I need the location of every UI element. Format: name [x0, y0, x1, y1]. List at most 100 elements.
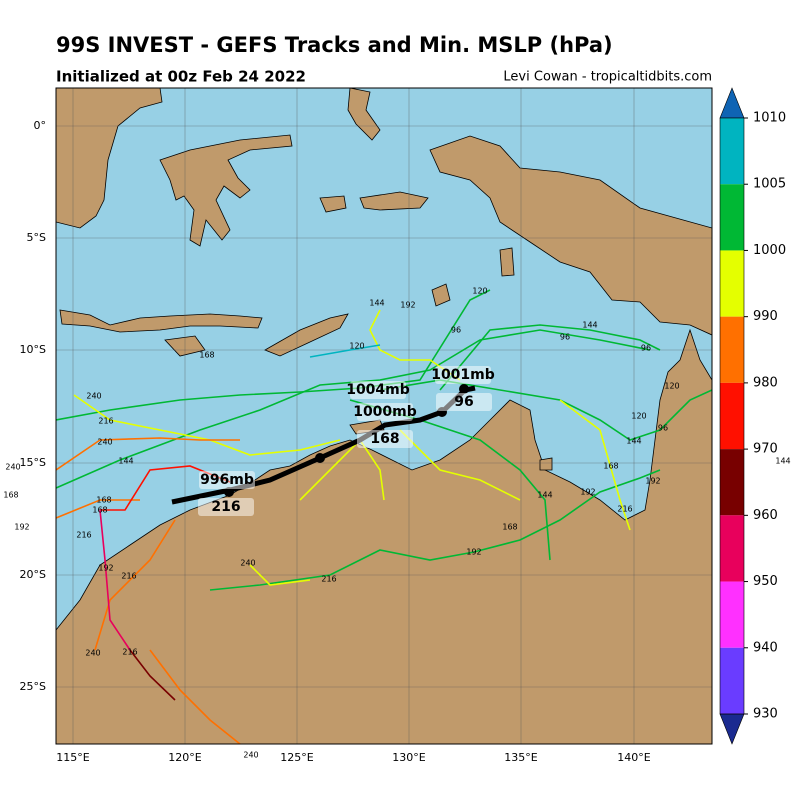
annotation: 1000mb — [353, 404, 417, 420]
lon-label: 125°E — [280, 751, 313, 764]
timor — [264, 313, 349, 357]
hour-label: 240 — [240, 559, 255, 568]
colorbar-label: 950 — [753, 574, 778, 589]
hour-label: 216 — [122, 648, 137, 657]
colorbar-segment — [720, 449, 744, 516]
colorbar-cap — [719, 87, 745, 119]
hour-label: 192 — [98, 564, 113, 573]
annotation: 996mb — [200, 472, 254, 488]
annotation: 168 — [370, 431, 399, 447]
colorbar-segment — [720, 647, 744, 714]
annotation: 1004mb — [346, 382, 410, 398]
track — [309, 344, 381, 358]
lon-label: 140°E — [617, 751, 650, 764]
track — [56, 289, 491, 421]
track — [149, 649, 241, 744]
hour-label: 144 — [582, 321, 597, 330]
annotation-bg — [199, 471, 255, 489]
track — [56, 437, 240, 471]
hour-label: 168 — [199, 351, 214, 360]
hour-label: 216 — [321, 575, 336, 584]
lon-label: 120°E — [168, 751, 201, 764]
hour-label: 168 — [3, 491, 18, 500]
groote — [539, 457, 553, 471]
lat-label: 15°S — [20, 456, 46, 469]
australia — [56, 328, 712, 744]
hour-label: 144 — [118, 457, 133, 466]
colorbar-label: 960 — [753, 508, 778, 523]
halmahera — [347, 88, 381, 141]
hour-label: 240 — [97, 438, 112, 447]
lat-label: 5°S — [27, 231, 46, 244]
lon-label: 115°E — [56, 751, 89, 764]
hour-label: 96 — [658, 424, 668, 433]
hour-label: 192 — [580, 488, 595, 497]
lat-label: 10°S — [20, 343, 46, 356]
hour-label: 168 — [603, 462, 618, 471]
sulawesi — [159, 134, 293, 247]
track-point — [224, 487, 234, 497]
hour-label: 96 — [641, 344, 651, 353]
lon-label: 130°E — [392, 751, 425, 764]
aru-tanimbar — [431, 247, 515, 307]
colorbar-label: 940 — [753, 640, 778, 655]
hour-label: 144 — [626, 437, 641, 446]
track-point — [459, 384, 469, 394]
colorbar-segment — [720, 184, 744, 251]
colorbar-label: 990 — [753, 309, 778, 324]
colorbar-segment — [720, 382, 744, 450]
hour-label: 216 — [617, 505, 632, 514]
lat-label: 25°S — [20, 680, 46, 693]
colorbar-segment — [720, 250, 744, 317]
colorbar-label: 980 — [753, 375, 778, 390]
hour-label: 216 — [76, 531, 91, 540]
hour-label: 120 — [631, 412, 646, 421]
lat-label: 0° — [34, 119, 47, 132]
track — [439, 324, 661, 391]
colorbar-cap — [719, 713, 745, 745]
hour-label: 216 — [98, 417, 113, 426]
hour-label: 168 — [502, 523, 517, 532]
track — [209, 469, 661, 591]
annotation-bg — [436, 393, 492, 411]
map-frame — [55, 87, 713, 745]
track — [56, 499, 140, 519]
hour-label: 120 — [664, 382, 679, 391]
hour-label: 192 — [645, 477, 660, 486]
subtitle: Initialized at 00z Feb 24 2022 — [56, 68, 306, 86]
credit: Levi Cowan - tropicaltidbits.com — [503, 70, 712, 85]
hour-label: 192 — [466, 548, 481, 557]
buru — [319, 195, 347, 213]
colorbar-segment — [720, 316, 744, 383]
annotation-bg — [357, 403, 413, 421]
hour-label: 96 — [560, 333, 570, 342]
hour-label: 168 — [92, 506, 107, 515]
hour-label: 120 — [349, 342, 364, 351]
hour-label: 240 — [85, 649, 100, 658]
map — [56, 88, 712, 744]
colorbar-label: 970 — [753, 442, 778, 457]
hour-label: 144 — [369, 299, 384, 308]
track-point — [315, 453, 325, 463]
colorbar-segment — [720, 515, 744, 582]
hour-label: 144 — [775, 457, 790, 466]
lat-label: 20°S — [20, 568, 46, 581]
hour-label: 192 — [400, 301, 415, 310]
track — [559, 399, 631, 531]
track — [369, 309, 461, 381]
colorbar-label: 1010 — [753, 111, 786, 126]
annotation-bg — [357, 430, 413, 448]
annotation: 216 — [211, 499, 240, 515]
annotation: 1001mb — [431, 367, 495, 383]
hour-label: 240 — [86, 392, 101, 401]
hour-label: 240 — [5, 463, 20, 472]
track — [56, 329, 651, 489]
colorbar-frame — [719, 117, 745, 715]
hour-label: 192 — [14, 523, 29, 532]
title: 99S INVEST - GEFS Tracks and Min. MSLP (… — [56, 33, 613, 57]
hour-label: 216 — [121, 572, 136, 581]
sumbawa-chain — [59, 309, 263, 333]
colorbar-segment — [720, 581, 744, 648]
annotation: 96 — [454, 394, 473, 410]
